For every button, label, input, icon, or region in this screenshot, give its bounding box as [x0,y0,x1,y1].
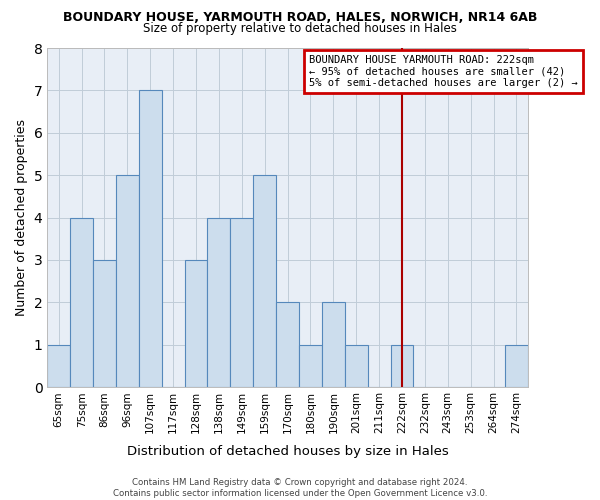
Text: BOUNDARY HOUSE, YARMOUTH ROAD, HALES, NORWICH, NR14 6AB: BOUNDARY HOUSE, YARMOUTH ROAD, HALES, NO… [63,11,537,24]
Bar [322,302,345,387]
Bar [93,260,116,387]
Text: Contains HM Land Registry data © Crown copyright and database right 2024.
Contai: Contains HM Land Registry data © Crown c… [113,478,487,498]
Bar [276,302,299,387]
Bar [253,175,276,387]
Text: BOUNDARY HOUSE YARMOUTH ROAD: 222sqm
← 95% of detached houses are smaller (42)
5: BOUNDARY HOUSE YARMOUTH ROAD: 222sqm ← 9… [309,55,578,88]
Bar [116,175,139,387]
Bar [70,218,93,387]
Bar [208,218,230,387]
Bar [139,90,162,387]
X-axis label: Distribution of detached houses by size in Hales: Distribution of detached houses by size … [127,444,448,458]
Text: Size of property relative to detached houses in Hales: Size of property relative to detached ho… [143,22,457,35]
Bar [230,218,253,387]
Bar [185,260,208,387]
Bar [345,344,368,387]
Bar [47,344,70,387]
Bar [391,344,413,387]
Bar [505,344,528,387]
Y-axis label: Number of detached properties: Number of detached properties [15,119,28,316]
Bar [299,344,322,387]
